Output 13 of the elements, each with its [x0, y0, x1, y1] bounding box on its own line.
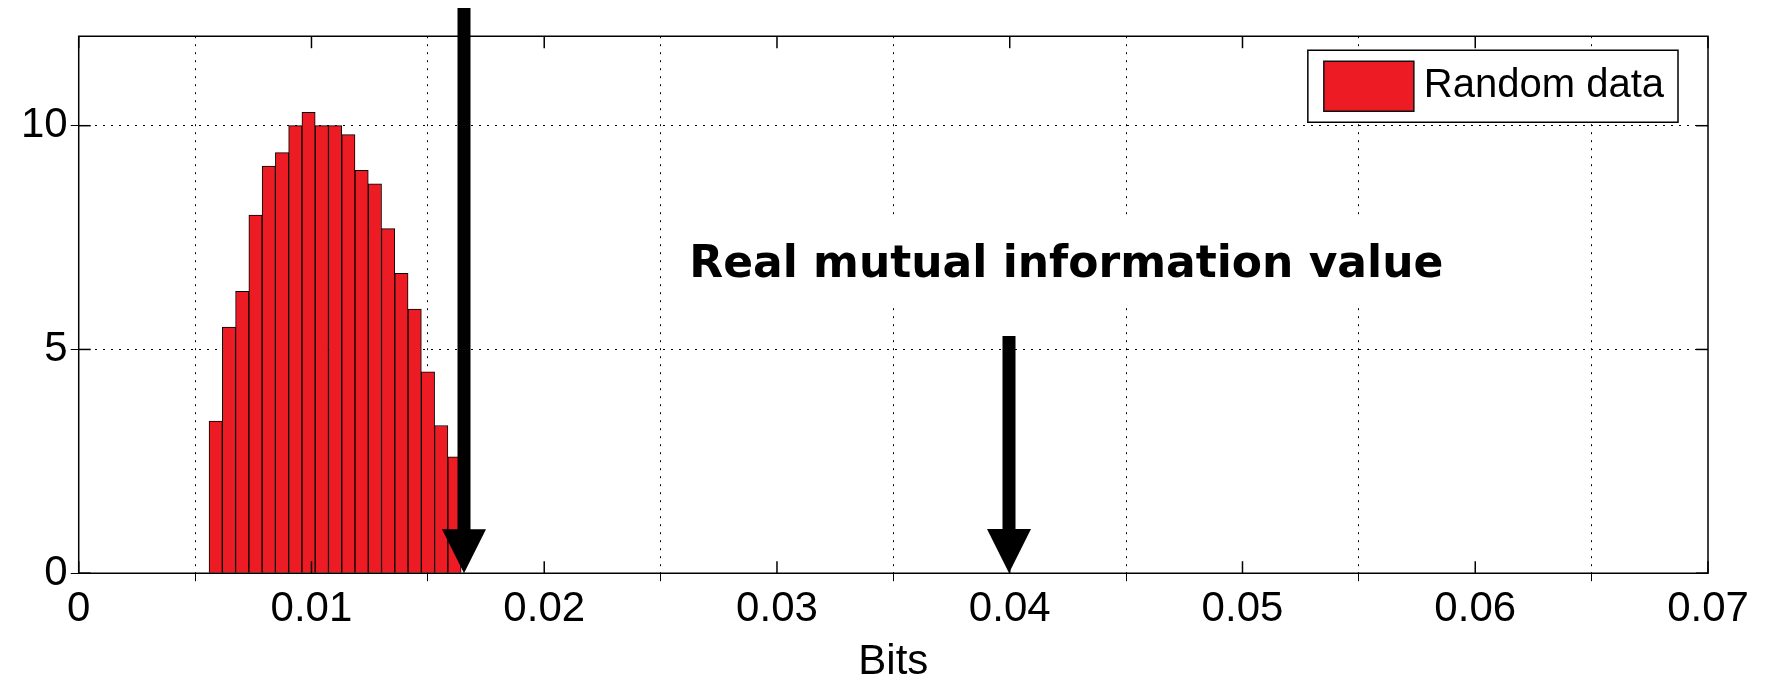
x-tick-label: 0.02 — [503, 582, 586, 630]
x-tick-label: 0.06 — [1434, 582, 1517, 630]
x-tick-label: 0.01 — [270, 582, 353, 630]
y-tick-label: 5 — [44, 323, 68, 371]
x-tick-label: 0.07 — [1667, 582, 1749, 630]
x-axis-title: Bits — [858, 636, 929, 684]
y-tick-label: 10 — [21, 99, 68, 147]
x-tick-label: 0.03 — [736, 582, 818, 630]
x-tick-label: 0.05 — [1201, 582, 1284, 630]
x-tick-label: 0.04 — [968, 582, 1051, 630]
annotation: Real mutual information value — [665, 216, 1468, 308]
legend-label: Random data — [1423, 61, 1665, 106]
y-tick-label: 0 — [44, 546, 68, 594]
